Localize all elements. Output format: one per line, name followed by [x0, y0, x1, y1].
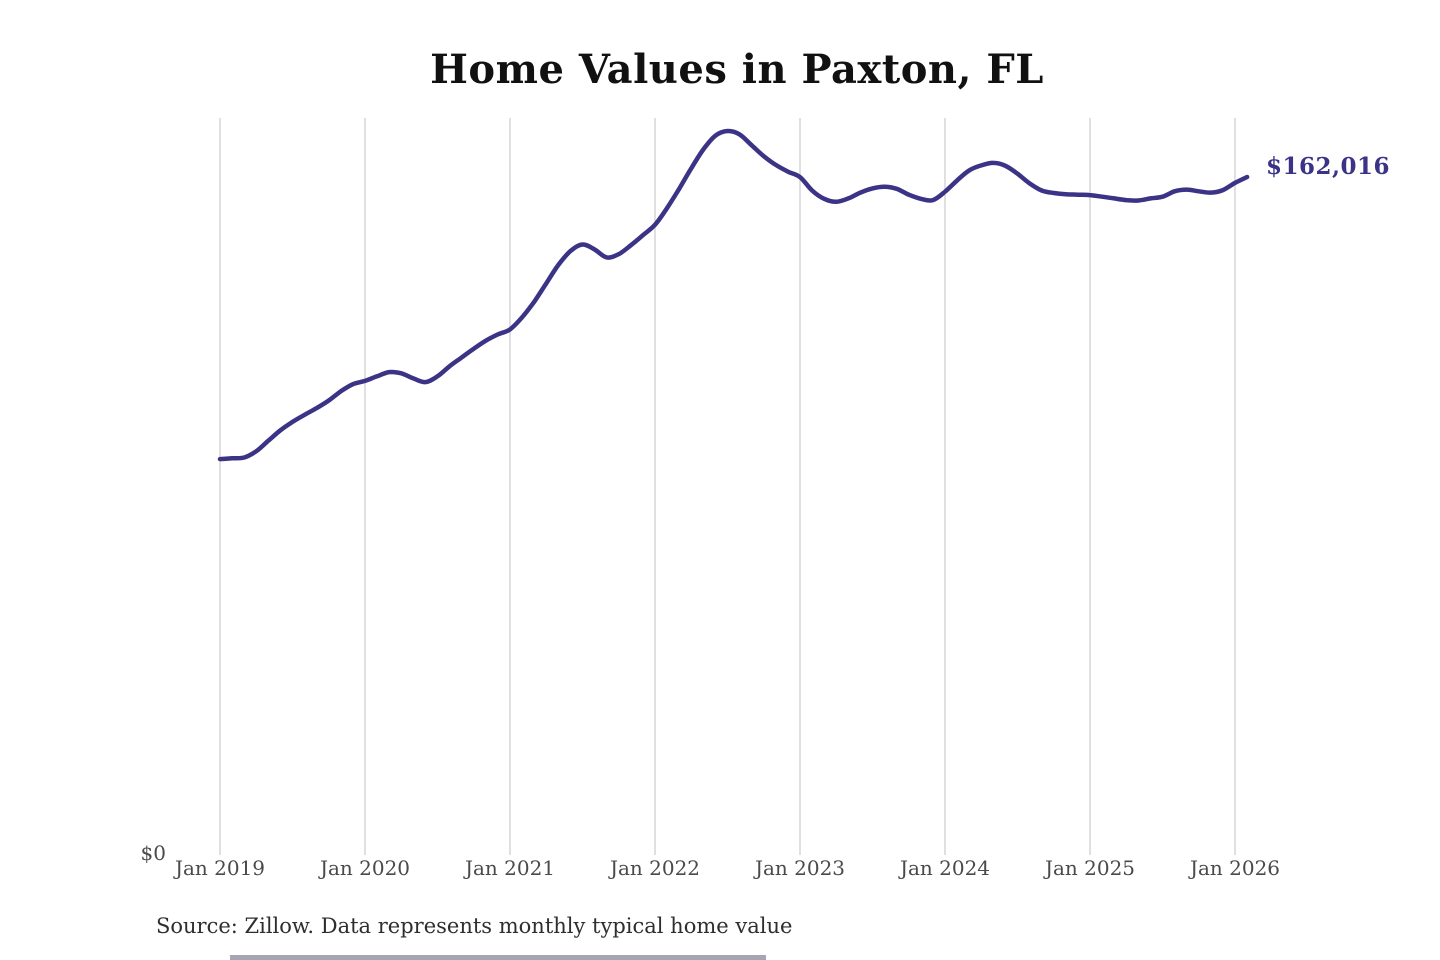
- home-value-line: [217, 128, 1250, 462]
- final-value-label: $162,016: [1266, 153, 1391, 180]
- x-tick-label: Jan 2022: [609, 856, 701, 880]
- x-tick-label: Jan 2021: [464, 856, 556, 880]
- x-tick-label: Jan 2025: [1044, 856, 1136, 880]
- chart-title: Home Values in Paxton, FL: [430, 46, 1044, 93]
- x-tick-label: Jan 2019: [174, 856, 266, 880]
- x-tick-label: Jan 2023: [754, 856, 846, 880]
- bottom-cutoff-content: [230, 955, 766, 960]
- x-tick-label: Jan 2020: [319, 856, 411, 880]
- source-note: Source: Zillow. Data represents monthly …: [156, 914, 793, 938]
- y-axis-zero-label: $0: [140, 841, 166, 865]
- x-tick-label: Jan 2026: [1189, 856, 1281, 880]
- x-tick-label: Jan 2024: [899, 856, 991, 880]
